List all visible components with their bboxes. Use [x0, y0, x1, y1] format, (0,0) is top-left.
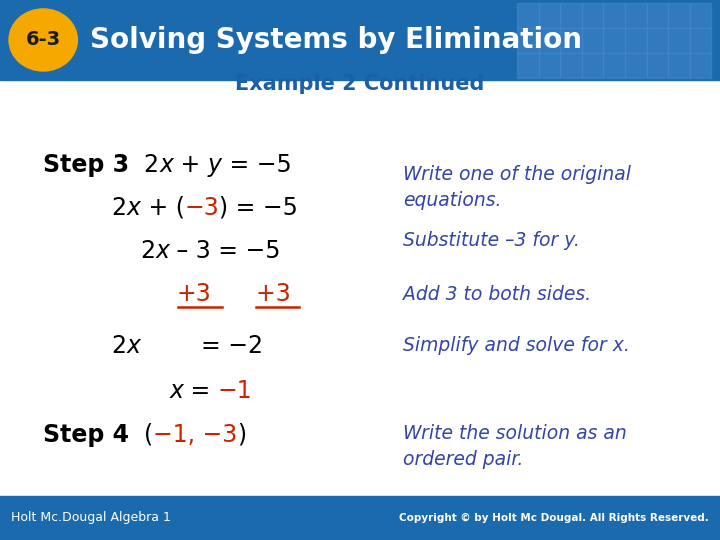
- FancyBboxPatch shape: [560, 28, 582, 53]
- FancyBboxPatch shape: [539, 53, 560, 78]
- Text: = −2: = −2: [140, 334, 263, 357]
- Text: +: +: [174, 153, 208, 177]
- Text: Step 4: Step 4: [43, 423, 129, 447]
- Text: 2: 2: [112, 196, 127, 220]
- FancyBboxPatch shape: [603, 53, 625, 78]
- Text: −1: −1: [218, 380, 253, 403]
- FancyBboxPatch shape: [668, 28, 690, 53]
- Text: x: x: [159, 153, 174, 177]
- Text: Add 3 to both sides.: Add 3 to both sides.: [403, 285, 591, 304]
- FancyBboxPatch shape: [560, 3, 582, 28]
- FancyBboxPatch shape: [603, 3, 625, 28]
- Text: Step 3: Step 3: [43, 153, 130, 177]
- Text: 2: 2: [130, 153, 159, 177]
- Text: Solving Systems by Elimination: Solving Systems by Elimination: [90, 26, 582, 54]
- Text: x: x: [127, 196, 140, 220]
- Text: (: (: [129, 423, 153, 447]
- Bar: [0, 496, 720, 540]
- Text: + (: + (: [140, 196, 184, 220]
- FancyBboxPatch shape: [668, 53, 690, 78]
- FancyBboxPatch shape: [517, 28, 539, 53]
- Text: −3: −3: [184, 196, 219, 220]
- FancyBboxPatch shape: [647, 3, 668, 28]
- Text: =: =: [183, 380, 218, 403]
- FancyBboxPatch shape: [582, 28, 603, 53]
- Text: 2: 2: [112, 334, 127, 357]
- Text: Example 2 Continued: Example 2 Continued: [235, 73, 485, 94]
- Text: Holt Mc.Dougal Algebra 1: Holt Mc.Dougal Algebra 1: [11, 511, 171, 524]
- FancyBboxPatch shape: [647, 53, 668, 78]
- Text: +3: +3: [211, 282, 291, 306]
- FancyBboxPatch shape: [690, 28, 711, 53]
- FancyBboxPatch shape: [539, 28, 560, 53]
- Text: x: x: [169, 380, 183, 403]
- Text: Simplify and solve for x.: Simplify and solve for x.: [403, 336, 630, 355]
- FancyBboxPatch shape: [625, 28, 647, 53]
- Bar: [0, 0, 720, 80]
- FancyBboxPatch shape: [668, 3, 690, 28]
- FancyBboxPatch shape: [625, 53, 647, 78]
- Text: = −5: = −5: [222, 153, 292, 177]
- Text: y: y: [208, 153, 222, 177]
- Text: 6-3: 6-3: [26, 30, 60, 50]
- Text: ): ): [238, 423, 247, 447]
- Text: x: x: [127, 334, 140, 357]
- FancyBboxPatch shape: [582, 3, 603, 28]
- Text: x: x: [156, 239, 169, 263]
- Ellipse shape: [9, 9, 78, 71]
- FancyBboxPatch shape: [603, 28, 625, 53]
- Text: Copyright © by Holt Mc Dougal. All Rights Reserved.: Copyright © by Holt Mc Dougal. All Right…: [400, 513, 709, 523]
- Text: 2: 2: [140, 239, 156, 263]
- Text: – 3 = −5: – 3 = −5: [169, 239, 281, 263]
- FancyBboxPatch shape: [539, 3, 560, 28]
- Text: −1, −3: −1, −3: [153, 423, 238, 447]
- Text: Write one of the original
equations.: Write one of the original equations.: [403, 165, 631, 210]
- Text: ) = −5: ) = −5: [219, 196, 298, 220]
- FancyBboxPatch shape: [517, 53, 539, 78]
- Text: Substitute –3 for y.: Substitute –3 for y.: [403, 231, 580, 250]
- FancyBboxPatch shape: [647, 28, 668, 53]
- Text: +3: +3: [176, 282, 211, 306]
- FancyBboxPatch shape: [690, 3, 711, 28]
- FancyBboxPatch shape: [625, 3, 647, 28]
- FancyBboxPatch shape: [560, 53, 582, 78]
- FancyBboxPatch shape: [582, 53, 603, 78]
- FancyBboxPatch shape: [517, 3, 539, 28]
- Text: Write the solution as an
ordered pair.: Write the solution as an ordered pair.: [403, 424, 627, 469]
- FancyBboxPatch shape: [690, 53, 711, 78]
